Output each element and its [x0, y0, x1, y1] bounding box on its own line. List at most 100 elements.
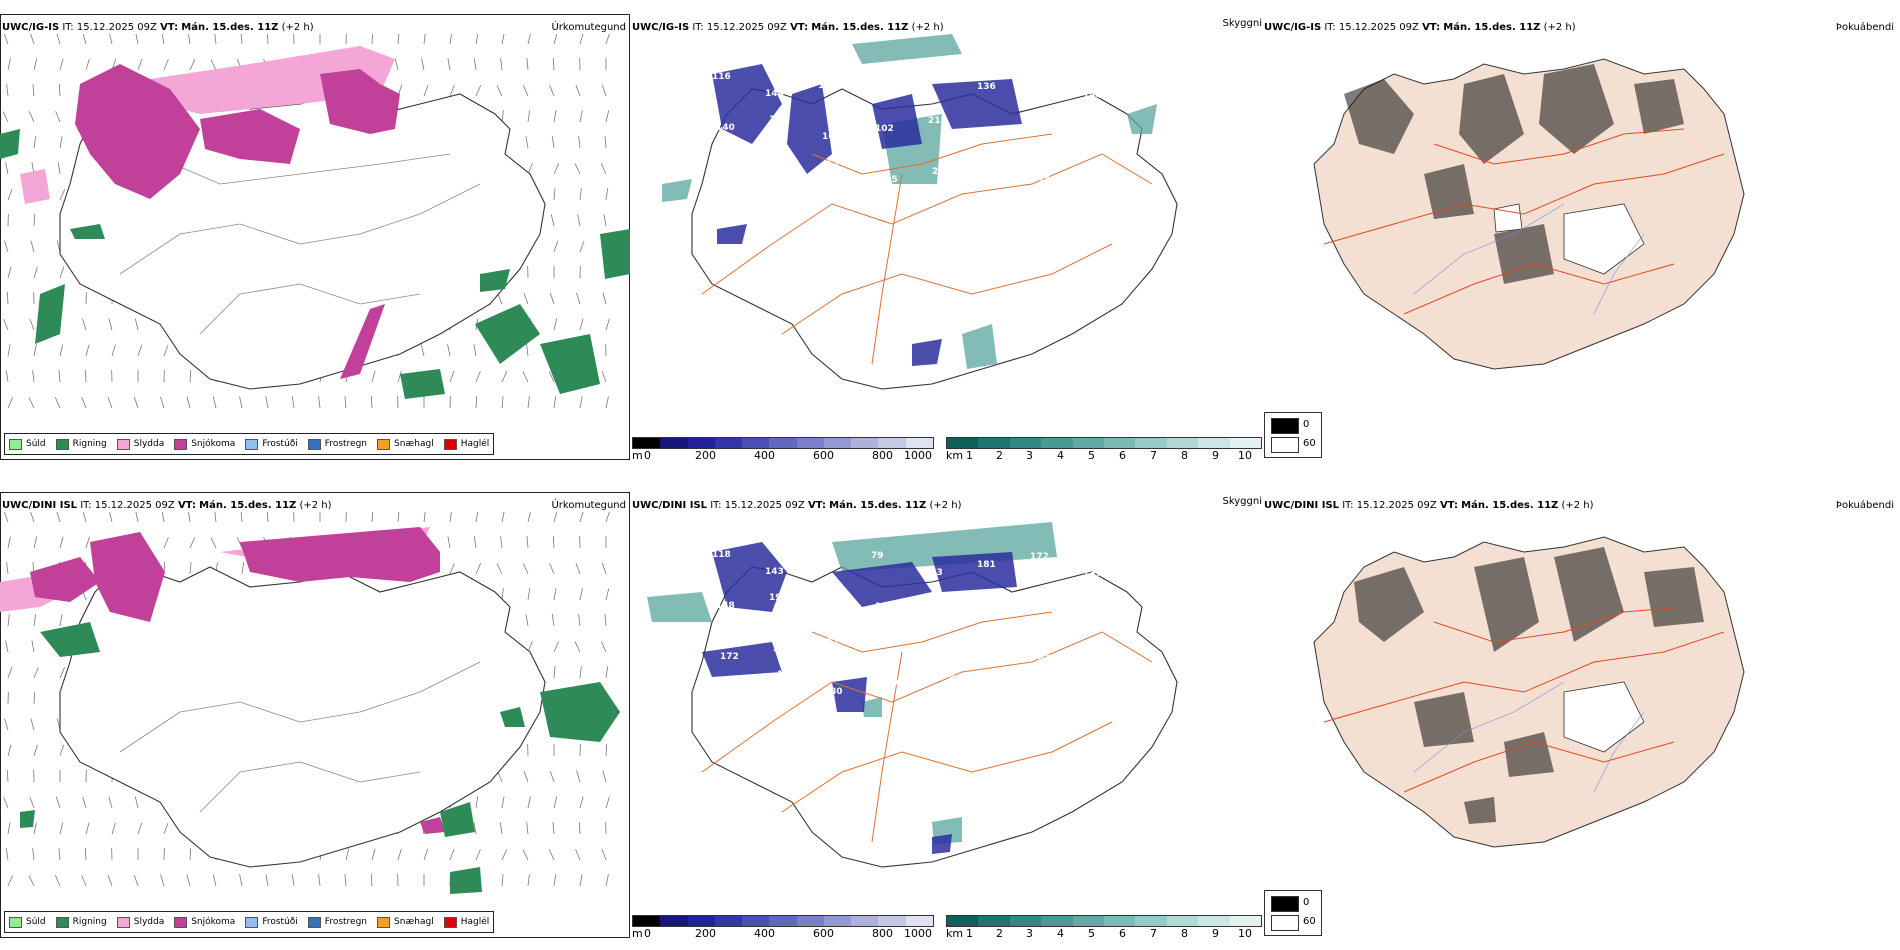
- wind-barb: [58, 370, 61, 383]
- wind-barb: [501, 796, 505, 809]
- wind-barb: [526, 58, 529, 71]
- ceiling-height-label: 109: [822, 132, 841, 142]
- legend-swatch: [307, 916, 321, 928]
- model-name: UWC/DINI ISL: [1264, 500, 1340, 511]
- wind-barb: [523, 292, 529, 305]
- precip-type-legend: Súld Rigning Slydda Snjókoma Frostúði Fr…: [4, 911, 495, 933]
- wind-barb: [605, 744, 608, 757]
- ceiling-map[interactable]: 118 143 292 79 163 181 172 137 148 198 135 104 144 14…: [632, 512, 1264, 908]
- ceiling-height-label: 81: [924, 90, 937, 100]
- wind-barb: [553, 666, 556, 679]
- wind-barb: [5, 162, 9, 175]
- wind-barb: [575, 849, 581, 861]
- ceiling-height-label: 147: [981, 611, 1000, 621]
- init-time-value: 15.12.2025 09Z: [706, 22, 787, 33]
- wind-barb: [59, 536, 64, 549]
- wind-barb: [33, 667, 39, 679]
- wind-barb: [371, 34, 373, 45]
- wind-barb: [6, 84, 9, 97]
- wind-barb: [475, 34, 479, 45]
- ceiling-height-label: 65: [777, 192, 790, 202]
- legend-swatch: [377, 916, 391, 928]
- wind-barb: [550, 214, 555, 227]
- fog-map[interactable]: [1264, 512, 1900, 908]
- legend-swatch: [116, 916, 130, 928]
- wind-barb: [579, 188, 582, 201]
- wind-barb: [523, 770, 529, 783]
- wind-barb: [30, 240, 35, 253]
- wind-barb: [526, 344, 529, 357]
- wind-barb: [447, 58, 451, 71]
- valid-time-value: Mán. 15.des. 11Z: [829, 500, 927, 511]
- wind-barb: [605, 188, 609, 201]
- colorbar-tick: 1000: [904, 927, 932, 940]
- legend-swatch: [377, 438, 391, 450]
- wind-barb: [6, 562, 9, 575]
- wind-barb: [210, 537, 217, 549]
- ceiling-height-label: 144: [1083, 91, 1102, 101]
- colorbar-tick: 5: [1088, 449, 1095, 462]
- ceiling-height-label: 192: [769, 115, 788, 125]
- colorbar-segment: [1009, 438, 1042, 448]
- wind-barb: [420, 344, 425, 357]
- precip-map[interactable]: [0, 512, 630, 908]
- wind-barb: [549, 770, 555, 783]
- panel-title: Úrkomutegund: [551, 500, 626, 511]
- valid-time-value: Mán. 15.des. 11Z: [181, 22, 279, 33]
- legend-label: Snæhagl: [394, 917, 434, 927]
- wind-barb: [605, 796, 610, 809]
- wind-barb: [133, 874, 139, 887]
- colorbar-tick: 3: [1026, 449, 1033, 462]
- fog-map[interactable]: [1264, 34, 1900, 430]
- colorbar-segment: [1104, 438, 1136, 448]
- colorbar-tick: 10: [1238, 927, 1252, 940]
- wind-barb: [552, 822, 555, 835]
- ceiling-height-label: 144: [1034, 125, 1053, 135]
- ceiling-height-label: 163: [924, 568, 943, 578]
- wind-barb: [605, 512, 610, 523]
- legend-item: Slydda: [116, 438, 165, 450]
- ceiling-height-label: 63: [936, 193, 949, 203]
- wind-barb: [501, 371, 508, 383]
- colorbar-tick: 600: [813, 927, 834, 940]
- ceiling-height-label: 83: [1038, 654, 1051, 664]
- wind-barb: [526, 536, 529, 549]
- wind-barb: [318, 396, 321, 409]
- wind-barb: [549, 563, 555, 575]
- precip-map[interactable]: [0, 34, 630, 430]
- wind-barb: [500, 536, 503, 549]
- valid-time-value: Mán. 15.des. 11Z: [199, 500, 297, 511]
- valid-time-label: VT:: [177, 500, 196, 511]
- legend-label: Slydda: [133, 439, 165, 449]
- wind-barb: [7, 344, 11, 357]
- colorbar-segment: [978, 438, 1010, 448]
- colorbar-segment: [687, 438, 715, 448]
- colorbar-tick: 4: [1057, 449, 1064, 462]
- wind-barb: [501, 874, 504, 887]
- wind-barb: [7, 266, 12, 279]
- legend-item: Frostregn: [307, 916, 367, 928]
- wind-barb: [265, 396, 269, 409]
- ceiling-height-label: 110: [985, 159, 1004, 169]
- colorbar-segment: [796, 438, 824, 448]
- ceiling-height-label: 156: [1038, 176, 1057, 186]
- colorbar-tick: 0: [644, 449, 651, 462]
- ceiling-map[interactable]: 116 144 154 29 81 136 76 144 140 192 109 102 215 182 1…: [632, 34, 1264, 430]
- model-row-dini: UWC/DINI ISL IT: 15.12.2025 09Z VT: Mán.…: [0, 478, 1900, 948]
- wind-barb: [3, 797, 9, 809]
- wind-barb: [475, 796, 479, 809]
- wind-barb: [85, 822, 90, 835]
- wind-barb: [59, 744, 65, 757]
- panel-title: Skyggni: [1222, 496, 1262, 507]
- wind-barb: [163, 59, 169, 71]
- wind-barb: [344, 874, 347, 887]
- wind-barb: [160, 396, 165, 409]
- panel-header: UWC/DINI ISL IT: 15.12.2025 09Z VT: Mán.…: [2, 500, 332, 511]
- wind-barb: [473, 344, 477, 357]
- snow-areas: [30, 527, 445, 834]
- ceiling-height-label: 137: [1083, 569, 1102, 579]
- glacier: [1563, 203, 1645, 275]
- wind-barb: [108, 796, 113, 809]
- colorbar-tick: 1: [966, 449, 973, 462]
- wind-barb: [59, 667, 66, 679]
